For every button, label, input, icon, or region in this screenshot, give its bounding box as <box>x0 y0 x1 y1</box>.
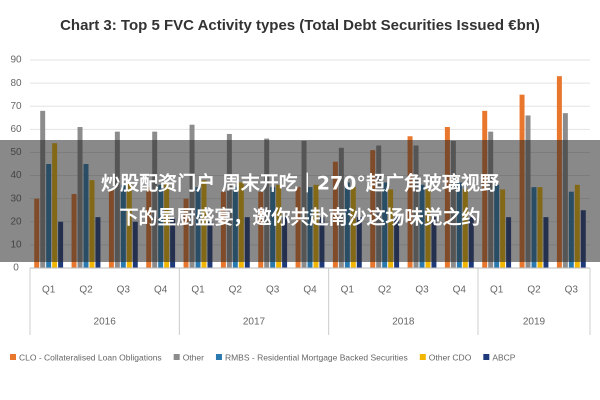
x-tick-label: Q1 <box>341 285 355 296</box>
x-tick-label: Q3 <box>117 285 131 296</box>
group-label: 2019 <box>523 317 546 328</box>
overlay-text: 炒股配资门户 周末开吃｜270°超广角玻璃视野 <box>101 172 499 195</box>
legend-label: Other CDO <box>429 352 472 362</box>
x-tick-label: Q3 <box>266 285 280 296</box>
x-tick-label: Q1 <box>42 285 56 296</box>
group-label: 2018 <box>392 317 415 328</box>
y-tick-label: 80 <box>10 78 22 89</box>
legend-swatch <box>483 354 490 360</box>
legend-label: ABCP <box>492 352 515 362</box>
x-tick-label: Q1 <box>191 285 205 296</box>
y-tick-label: 90 <box>10 55 22 66</box>
x-tick-label: Q4 <box>453 285 467 296</box>
legend-swatch <box>10 354 16 360</box>
x-tick-label: Q2 <box>229 285 243 296</box>
x-tick-label: Q2 <box>378 285 392 296</box>
x-tick-label: Q2 <box>527 285 541 296</box>
overlay-text: 下的星厨盛宴，邀你共赴南沙这场味觉之约 <box>119 206 480 229</box>
y-tick-label: 60 <box>10 124 22 135</box>
chart-title: Chart 3: Top 5 FVC Activity types (Total… <box>60 17 540 34</box>
x-tick-label: Q4 <box>303 285 317 296</box>
legend-swatch <box>173 354 180 360</box>
overlay-banner <box>0 140 600 262</box>
legend-label: Other <box>183 352 204 362</box>
x-tick-label: Q3 <box>565 285 579 296</box>
x-tick-label: Q1 <box>490 285 504 296</box>
x-tick-label: Q2 <box>79 285 93 296</box>
legend-label: RMBS - Residential Mortgage Backed Secur… <box>225 352 408 362</box>
legend-swatch <box>419 354 426 360</box>
group-label: 2016 <box>94 317 117 328</box>
group-label: 2017 <box>243 317 266 328</box>
x-tick-label: Q3 <box>415 285 429 296</box>
legend-swatch <box>215 354 222 360</box>
y-tick-label: 0 <box>13 263 19 274</box>
legend-label: CLO - Collateralised Loan Obligations <box>19 352 162 362</box>
y-tick-label: 70 <box>10 101 22 112</box>
x-tick-label: Q4 <box>154 285 168 296</box>
